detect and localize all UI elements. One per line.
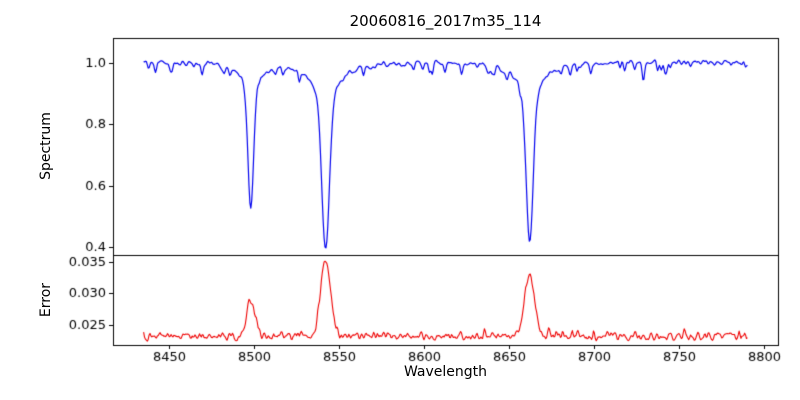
wavelength-axis-label: Wavelength bbox=[403, 364, 488, 380]
error-axis-label: Error bbox=[38, 282, 54, 318]
spectrum-axis-label: Spectrum bbox=[38, 112, 54, 180]
chart-title: 20060816_2017m35_114 bbox=[349, 12, 542, 30]
